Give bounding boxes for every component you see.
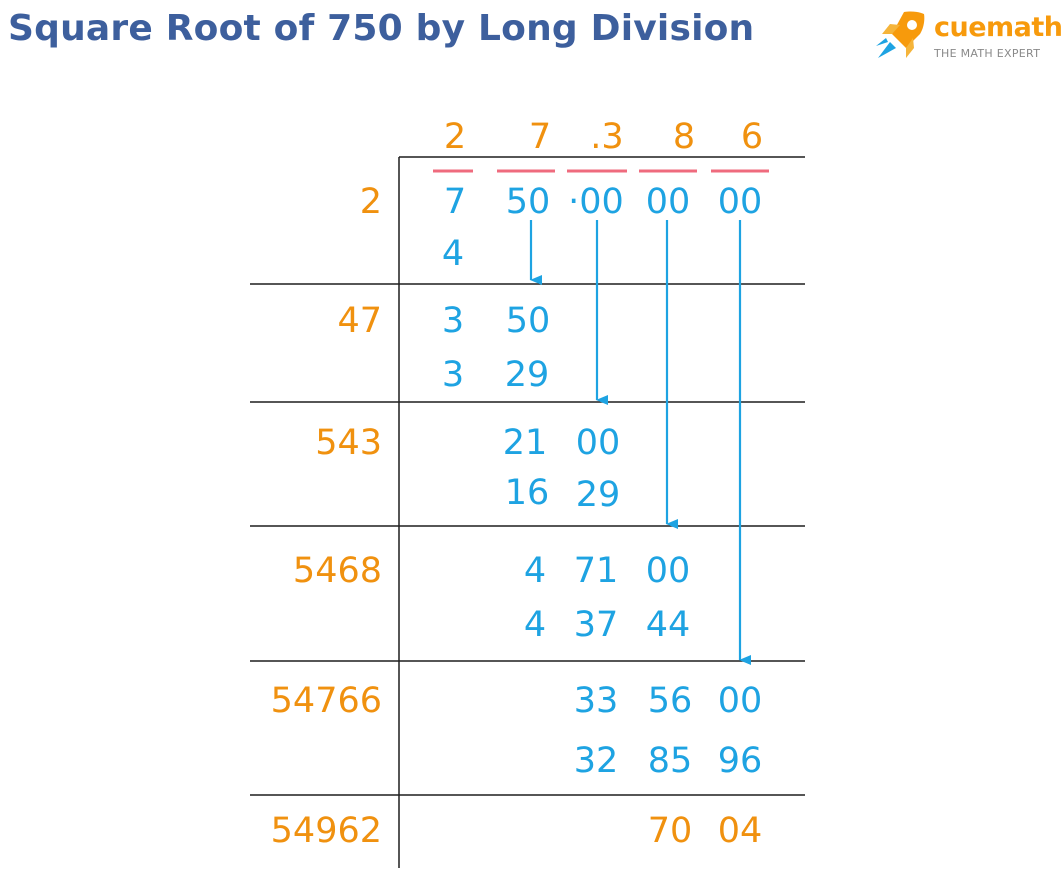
working-value: 3: [442, 301, 464, 341]
quotient-digit: 8: [673, 117, 695, 157]
remainder-group: 04: [718, 811, 763, 851]
dividend-group: 7: [444, 182, 466, 222]
bring-down-arrows: [529, 220, 751, 665]
quotient-digit: .3: [590, 117, 623, 157]
working-value: 50: [506, 301, 551, 341]
quotient: 2 7 .3 8 6: [444, 117, 763, 157]
remainder: 70 04: [648, 811, 763, 851]
subtrahend: 4: [524, 605, 546, 645]
working: 7 50 ·00 00 00 4 3 50 3 29 21 00 16 29 4…: [442, 182, 762, 781]
division-frame: [250, 156, 805, 868]
subtrahend: 96: [718, 741, 763, 781]
subtrahend: 3: [442, 355, 464, 395]
divisor: 54766: [271, 681, 382, 721]
divisor: 47: [337, 301, 382, 341]
quotient-digit: 7: [529, 117, 551, 157]
divisors: 2 47 543 5468 54766 54962: [271, 182, 382, 851]
subtrahend: 85: [648, 741, 693, 781]
divisor: 5468: [293, 551, 382, 591]
subtrahend: 4: [442, 234, 464, 274]
dividend-group: ·00: [568, 182, 624, 222]
divisor: 2: [360, 182, 382, 222]
subtrahend: 32: [574, 741, 619, 781]
working-value: 56: [648, 681, 693, 721]
subtrahend: 37: [574, 605, 619, 645]
dividend-group: 50: [506, 182, 551, 222]
remainder-group: 70: [648, 811, 693, 851]
rocket-icon: [876, 11, 925, 58]
working-value: 00: [718, 681, 763, 721]
divisor: 54962: [271, 811, 382, 851]
divisor: 543: [315, 423, 382, 463]
brand-tagline: THE MATH EXPERT: [934, 47, 1041, 60]
quotient-digit: 6: [741, 117, 763, 157]
quotient-digit: 2: [444, 117, 466, 157]
dividend-group: 00: [718, 182, 763, 222]
subtrahend: 44: [646, 605, 691, 645]
working-value: 71: [574, 551, 619, 591]
working-value: 00: [646, 551, 691, 591]
cuemath-logo: cuemath THE MATH EXPERT: [870, 8, 1062, 64]
brand-name: cuemath: [934, 12, 1062, 43]
page-title: Square Root of 750 by Long Division: [8, 8, 755, 49]
subtrahend: 29: [576, 475, 621, 515]
subtrahend: 16: [505, 473, 550, 513]
working-value: 00: [576, 423, 621, 463]
dividend-group: 00: [646, 182, 691, 222]
working-value: 21: [503, 423, 548, 463]
working-value: 33: [574, 681, 619, 721]
subtrahend: 29: [505, 355, 550, 395]
working-value: 4: [524, 551, 546, 591]
